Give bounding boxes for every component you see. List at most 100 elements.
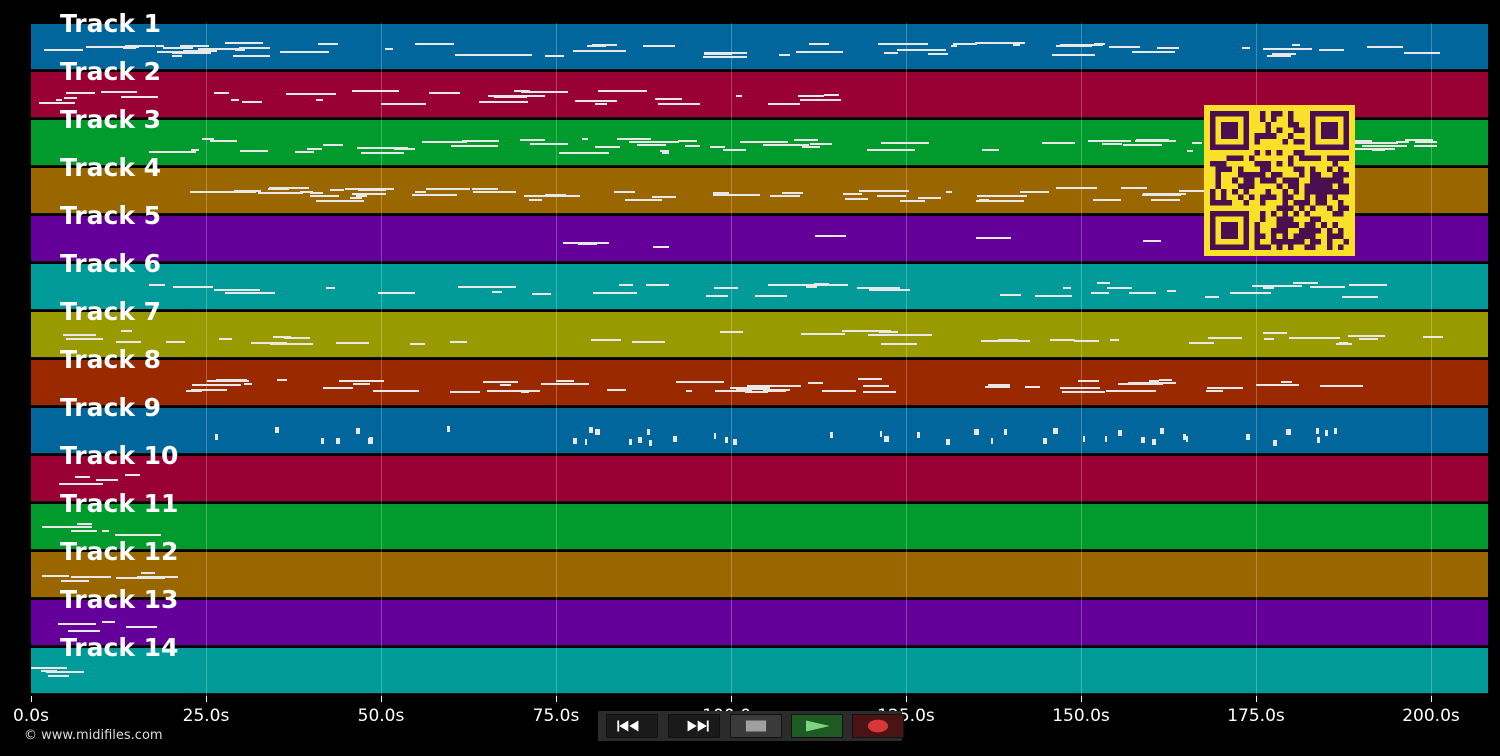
qr-module (1260, 133, 1266, 139)
stop-icon (745, 720, 767, 732)
note (465, 54, 495, 57)
note (1042, 142, 1075, 145)
note (638, 436, 643, 443)
note (74, 475, 90, 478)
note (275, 426, 280, 433)
note (618, 283, 634, 286)
note (1063, 287, 1072, 290)
note (881, 342, 918, 345)
qr-module (1215, 161, 1222, 167)
note (1263, 48, 1312, 51)
note (811, 42, 829, 45)
note (493, 95, 528, 98)
note (829, 432, 833, 439)
note (1035, 294, 1073, 297)
play-button[interactable] (791, 714, 843, 738)
note (823, 94, 840, 97)
note (192, 383, 242, 386)
qr-module (1287, 216, 1294, 223)
rewind-button[interactable] (606, 714, 658, 738)
qr-module (1254, 222, 1261, 228)
qr-module (1310, 238, 1316, 245)
qr-module (1232, 155, 1238, 162)
qr-module (1326, 166, 1333, 173)
qr-module (1337, 177, 1344, 184)
note (813, 283, 829, 286)
note (172, 54, 183, 57)
qr-module (1287, 116, 1294, 123)
tick-mark (556, 696, 557, 702)
note (309, 192, 323, 195)
qr-module (1276, 111, 1283, 117)
qr-module (1337, 172, 1344, 178)
qr-module (1243, 183, 1249, 189)
qr-module (1310, 244, 1316, 250)
qr-module (1315, 155, 1322, 162)
note (1129, 292, 1156, 295)
track-lane (31, 264, 1488, 310)
note (952, 43, 978, 46)
note (749, 141, 789, 144)
note (744, 391, 768, 394)
note (1183, 433, 1186, 440)
note (1102, 142, 1123, 145)
qr-module (1293, 149, 1299, 156)
note (1273, 439, 1278, 446)
note (357, 189, 387, 192)
note (1263, 338, 1275, 341)
qr-module (1332, 172, 1338, 178)
note (1351, 140, 1361, 143)
note (814, 234, 847, 237)
fast-forward-button[interactable] (668, 714, 720, 738)
note (1074, 340, 1100, 343)
qr-module (1321, 122, 1338, 139)
qr-module (1276, 127, 1283, 134)
note (657, 102, 701, 105)
qr-module (1276, 222, 1283, 228)
note (224, 292, 276, 295)
note (257, 191, 304, 194)
note (1316, 428, 1320, 435)
note (990, 438, 994, 445)
note (1132, 51, 1175, 54)
grid-line (731, 23, 732, 696)
note (1242, 46, 1251, 49)
qr-module (1298, 166, 1305, 173)
note (1291, 44, 1301, 47)
qr-module (1287, 238, 1294, 245)
tick-mark (1081, 696, 1082, 702)
qr-module (1293, 188, 1299, 195)
qr-module (1332, 177, 1338, 184)
qr-module (1276, 205, 1283, 212)
note (46, 670, 84, 673)
record-button[interactable] (852, 714, 904, 738)
qr-module (1293, 177, 1299, 184)
note (578, 242, 597, 245)
note (979, 199, 989, 202)
qr-module (1226, 199, 1233, 206)
note (467, 139, 478, 142)
note (488, 53, 532, 56)
note (648, 439, 652, 446)
qr-module (1304, 211, 1311, 217)
note (323, 144, 343, 147)
qr-module (1343, 172, 1349, 178)
qr-module (1221, 122, 1238, 139)
qr-module (1332, 233, 1338, 239)
track-lane (31, 360, 1488, 406)
note (878, 43, 929, 46)
qr-module (1282, 211, 1288, 217)
qr-module (1293, 127, 1299, 134)
note (172, 285, 214, 288)
note (1204, 295, 1220, 298)
note (1192, 141, 1202, 144)
note (385, 47, 394, 50)
qr-module (1271, 111, 1277, 117)
qr-module (1260, 166, 1266, 173)
note (755, 295, 787, 297)
note (157, 50, 196, 53)
note (1082, 436, 1085, 442)
note (545, 91, 569, 94)
stop-button[interactable] (730, 714, 782, 738)
note (595, 428, 601, 435)
